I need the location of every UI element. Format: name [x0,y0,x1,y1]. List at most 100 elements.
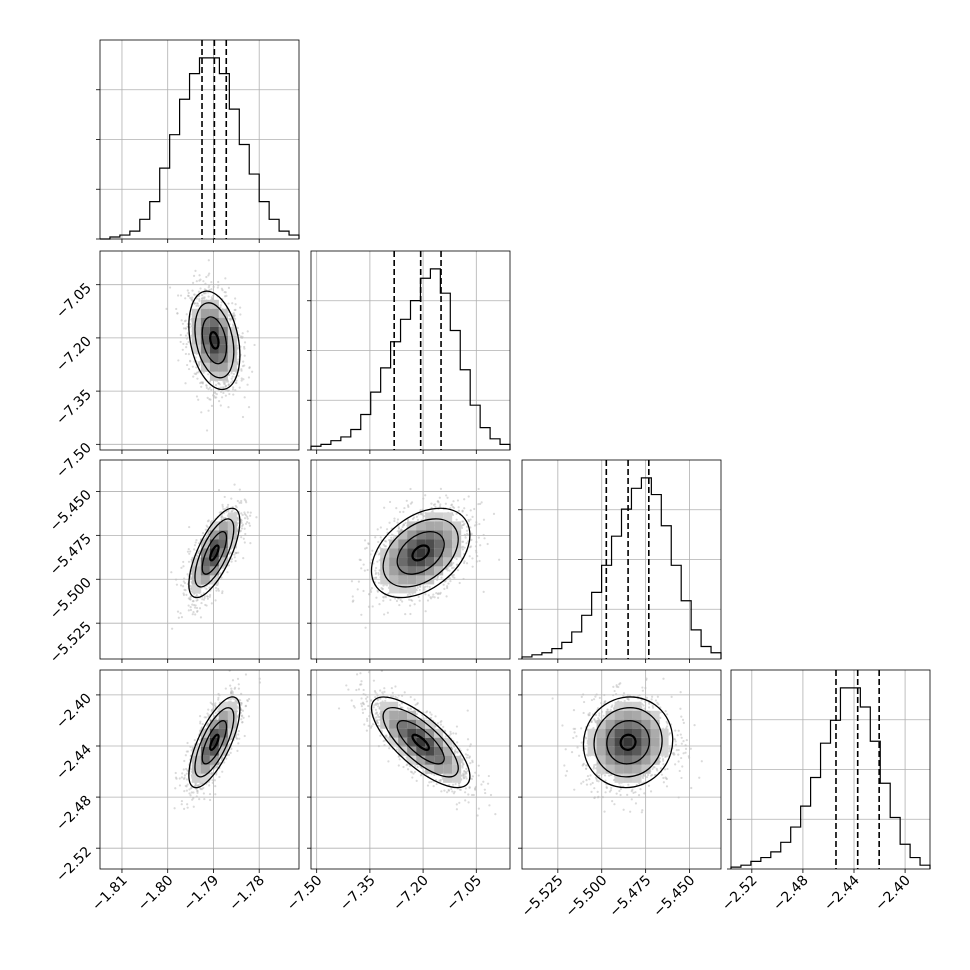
scatter-point [379,526,382,529]
scatter-point [187,604,190,607]
scatter-point [225,510,228,513]
scatter-point [357,580,361,583]
scatter-point [436,592,440,596]
scatter-point [189,296,192,300]
density-cell [443,557,453,567]
scatter-point [426,599,430,602]
scatter-point [205,275,208,279]
scatter-point [202,371,205,374]
panel-content [100,251,299,450]
scatter-point [233,553,236,556]
scatter-point [379,536,382,539]
scatter-point [195,302,199,305]
scatter-point [208,284,211,287]
scatter-point [207,274,210,277]
scatter-point [374,571,378,574]
scatter-point [189,794,192,797]
scatter-point [208,380,212,383]
scatter-point [186,741,189,745]
scatter-point [206,597,209,600]
scatter-point [197,398,200,401]
scatter-point [482,590,485,593]
scatter-point [482,518,486,521]
scatter-point [184,382,187,385]
scatter-point [243,541,246,544]
scatter-point [470,533,473,537]
scatter-point [390,536,393,539]
scatter-point [436,577,439,580]
scatter-point [222,517,225,520]
scatter-point [227,302,230,305]
scatter-point [382,599,385,602]
scatter-point [478,559,481,563]
density-cell [443,521,453,531]
scatter-point [404,521,407,525]
scatter-point [175,307,178,311]
scatter-point [498,558,501,561]
scatter-point [424,494,427,497]
scatter-point [199,616,203,619]
scatter-point [191,296,194,299]
scatter-point [238,501,241,504]
scatter-point [246,383,249,386]
scatter-point [227,383,230,386]
scatter-point [467,495,470,498]
scatter-point [249,514,252,517]
density-cell [416,521,426,531]
scatter-point [447,582,450,585]
scatter-point [385,528,389,531]
scatter-point [242,360,245,363]
scatter-point [417,513,420,516]
density-cell [425,530,435,540]
scatter-point [463,560,466,563]
density-cell [452,521,462,531]
scatter-point [430,502,433,505]
density-cell [191,575,201,585]
scatter-point [184,327,187,330]
scatter-point [218,399,221,403]
density-cell [218,344,228,354]
scatter-point [185,593,188,597]
density-cell [389,575,399,585]
scatter-point [374,536,377,539]
scatter-point [221,289,224,292]
scatter-point [237,551,240,554]
density-cell [191,557,201,567]
scatter-point [248,522,251,525]
scatter-point [217,489,221,492]
scatter-point [369,561,372,564]
scatter-point [438,505,442,508]
scatter-point [240,527,244,530]
scatter-point [182,580,185,583]
scatter-point [240,501,243,504]
scatter-panel-2-0 [96,459,300,663]
scatter-point [461,545,465,548]
scatter-point [417,595,420,598]
scatter-point [431,509,434,513]
scatter-point [231,388,235,391]
density-cell [443,548,453,558]
scatter-point [247,406,251,409]
scatter-point [191,289,194,292]
density-cell [380,548,390,558]
density-cell [209,530,219,540]
density-cell [425,557,435,567]
scatter-point [445,494,448,497]
scatter-point [358,558,361,561]
scatter-point [185,772,188,775]
scatter-point [201,297,204,300]
scatter-point [196,377,199,380]
scatter-point [424,593,427,596]
density-cell [416,575,426,585]
scatter-point [239,306,242,309]
scatter-point [195,606,199,610]
scatter-point [452,561,455,565]
density-cell [416,539,426,549]
scatter-point [465,529,469,532]
histogram-panel-1 [307,250,511,454]
scatter-point [241,332,244,335]
scatter-point [465,542,468,545]
scatter-point [213,395,216,398]
scatter-point [476,554,479,558]
scatter-point [394,597,397,600]
